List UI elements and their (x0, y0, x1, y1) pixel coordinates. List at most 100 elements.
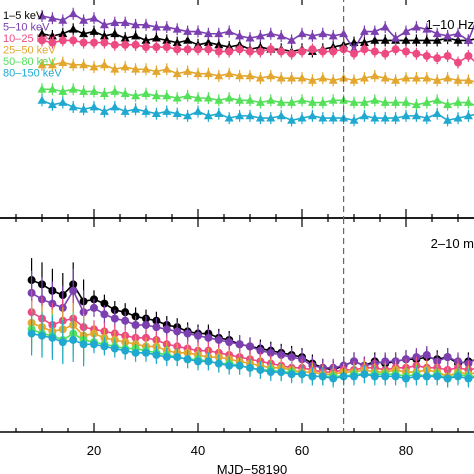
data-point (121, 316, 130, 325)
data-point (266, 368, 275, 377)
data-point (162, 22, 172, 31)
data-point (79, 38, 88, 47)
data-point (225, 47, 234, 56)
data-point (183, 111, 193, 120)
data-point (214, 95, 224, 104)
data-point (453, 29, 463, 38)
data-point (37, 95, 47, 104)
data-point (297, 113, 307, 122)
data-point (359, 38, 369, 46)
data-point (350, 49, 358, 58)
data-point (131, 348, 140, 357)
data-point (297, 73, 307, 82)
data-point (401, 73, 411, 82)
data-point (277, 368, 286, 377)
data-point (162, 64, 172, 73)
data-point (110, 102, 120, 111)
data-point (359, 98, 369, 106)
data-point (391, 45, 400, 54)
data-point (370, 71, 380, 80)
data-point (422, 372, 431, 381)
data-point (349, 98, 359, 106)
data-point (318, 47, 327, 56)
data-point (203, 93, 213, 102)
data-point (318, 29, 328, 38)
data-point (120, 106, 130, 115)
data-point (422, 98, 432, 106)
data-point (99, 20, 109, 29)
data-point (307, 31, 317, 40)
data-point (276, 73, 286, 82)
data-point (110, 64, 120, 73)
data-point (100, 310, 109, 319)
data-point (255, 113, 265, 122)
legend-entry: 1–5 keV (3, 10, 44, 22)
data-point (287, 115, 297, 124)
data-point (38, 36, 46, 45)
data-point (464, 374, 473, 383)
data-point (266, 95, 276, 104)
data-point (141, 64, 151, 73)
data-point (235, 111, 245, 120)
data-point (412, 372, 421, 381)
data-point (245, 71, 255, 80)
data-point (152, 350, 161, 359)
data-point (276, 111, 286, 120)
data-point (287, 353, 296, 362)
data-point (235, 31, 245, 40)
data-point (256, 47, 265, 56)
data-point (287, 98, 297, 106)
data-point (142, 321, 150, 329)
data-point (328, 95, 338, 104)
data-point (297, 95, 307, 104)
data-point (37, 60, 47, 69)
data-point (255, 73, 265, 82)
data-point (370, 27, 380, 35)
data-point (245, 33, 255, 42)
data-point (131, 91, 141, 100)
data-point (381, 49, 390, 58)
data-point (38, 331, 46, 340)
data-point (151, 66, 161, 75)
data-point (141, 89, 151, 98)
data-point (100, 38, 109, 47)
data-point (58, 338, 67, 347)
data-point (214, 47, 223, 56)
data-point (69, 335, 78, 344)
data-point (245, 111, 255, 120)
data-point (349, 75, 359, 84)
data-point (203, 69, 213, 78)
data-point (193, 69, 203, 78)
data-point (90, 340, 98, 349)
data-point (79, 340, 88, 349)
data-point (443, 73, 453, 82)
data-point (411, 111, 421, 120)
data-point (391, 372, 400, 381)
data-point (69, 286, 78, 295)
data-point (422, 350, 431, 359)
data-point (276, 31, 286, 40)
data-point (193, 93, 203, 102)
data-point (99, 89, 109, 98)
x-tick-label: 40 (191, 443, 205, 458)
data-point (173, 45, 182, 54)
data-point (422, 24, 432, 33)
data-point (287, 73, 297, 82)
data-point (120, 18, 130, 27)
data-point (131, 64, 141, 73)
data-point (308, 372, 317, 381)
data-point (68, 84, 78, 93)
top-panel-frequency-annotation: 1–10 Hz (426, 17, 474, 32)
data-point (99, 60, 109, 69)
x-tick-label: 80 (399, 443, 413, 458)
data-point (79, 15, 89, 24)
data-point (204, 333, 213, 342)
data-point (307, 75, 317, 84)
data-point (401, 35, 411, 44)
legend-entry: 25–50 keV (3, 45, 56, 57)
data-point (110, 86, 120, 95)
data-point (287, 35, 297, 44)
data-point (370, 372, 379, 381)
data-point (172, 38, 182, 46)
data-point (183, 35, 193, 44)
